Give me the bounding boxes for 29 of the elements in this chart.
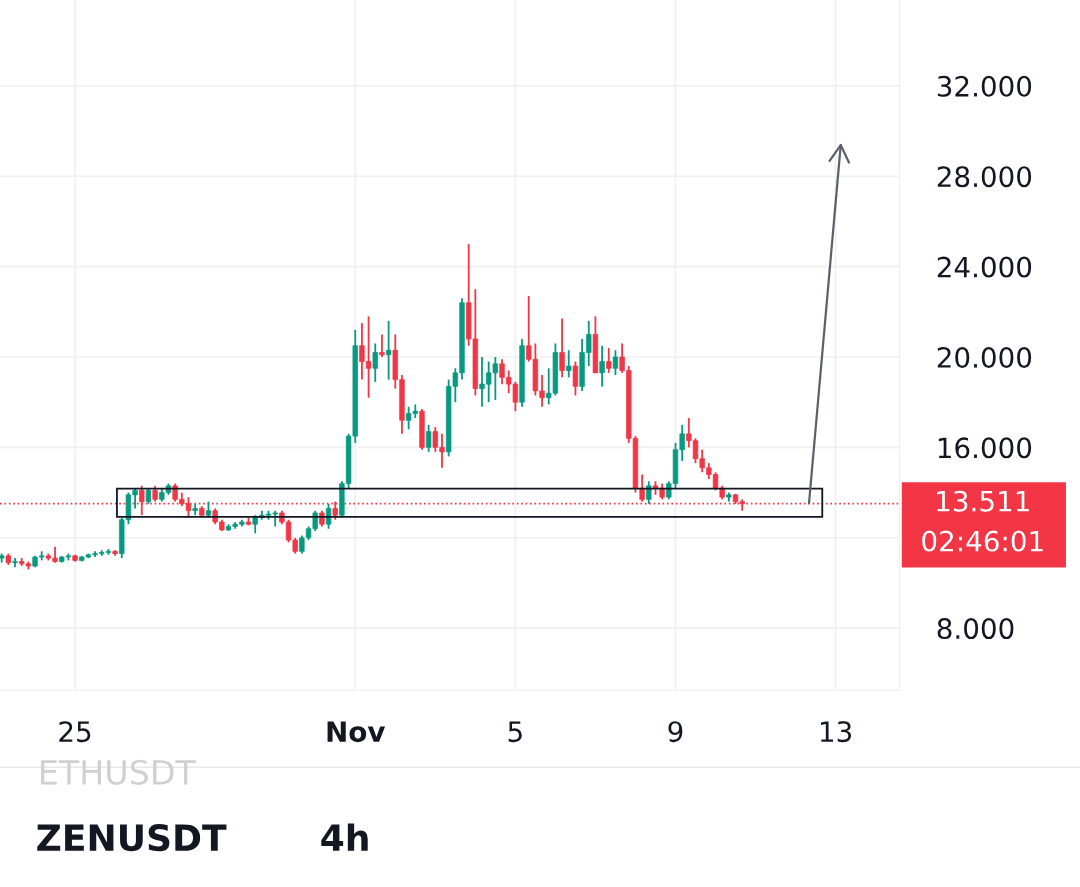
- text: 4h: [321, 823, 368, 851]
- y-tick-label: 20.000: [937, 346, 1032, 368]
- y-tick-label: 28.000: [937, 166, 1032, 188]
- candlestick: [612, 349, 619, 377]
- candlestick: [325, 502, 332, 530]
- candlestick: [372, 342, 378, 383]
- x-tick-label: 13: [820, 721, 852, 743]
- candlestick: [139, 484, 145, 517]
- candlestick: [606, 347, 612, 374]
- candlestick: [559, 317, 565, 379]
- x-tick-label: Nov: [327, 721, 386, 743]
- x-tick-label: 9: [668, 721, 683, 743]
- y-tick-label: 32.000: [937, 75, 1032, 97]
- y-tick-label: 24.000: [937, 256, 1032, 278]
- x-tick-label: 25: [59, 721, 91, 743]
- candlestick: [646, 480, 652, 505]
- candlestick: [379, 333, 385, 358]
- candlestick: [425, 423, 432, 453]
- y-tick-label: 16.000: [938, 437, 1032, 459]
- candlestick: [252, 514, 258, 535]
- candlestick: [566, 349, 572, 379]
- ref-line-label: 13.511: [937, 490, 1029, 512]
- candlestick: [385, 319, 392, 381]
- candlestick: [599, 344, 605, 388]
- candlestick: [572, 360, 579, 397]
- text: ZENUSDT: [37, 824, 227, 852]
- x-tick-label: 5: [508, 721, 522, 743]
- text: 02:46:01: [922, 530, 1043, 552]
- y-tick-label: 8.000: [937, 618, 1014, 640]
